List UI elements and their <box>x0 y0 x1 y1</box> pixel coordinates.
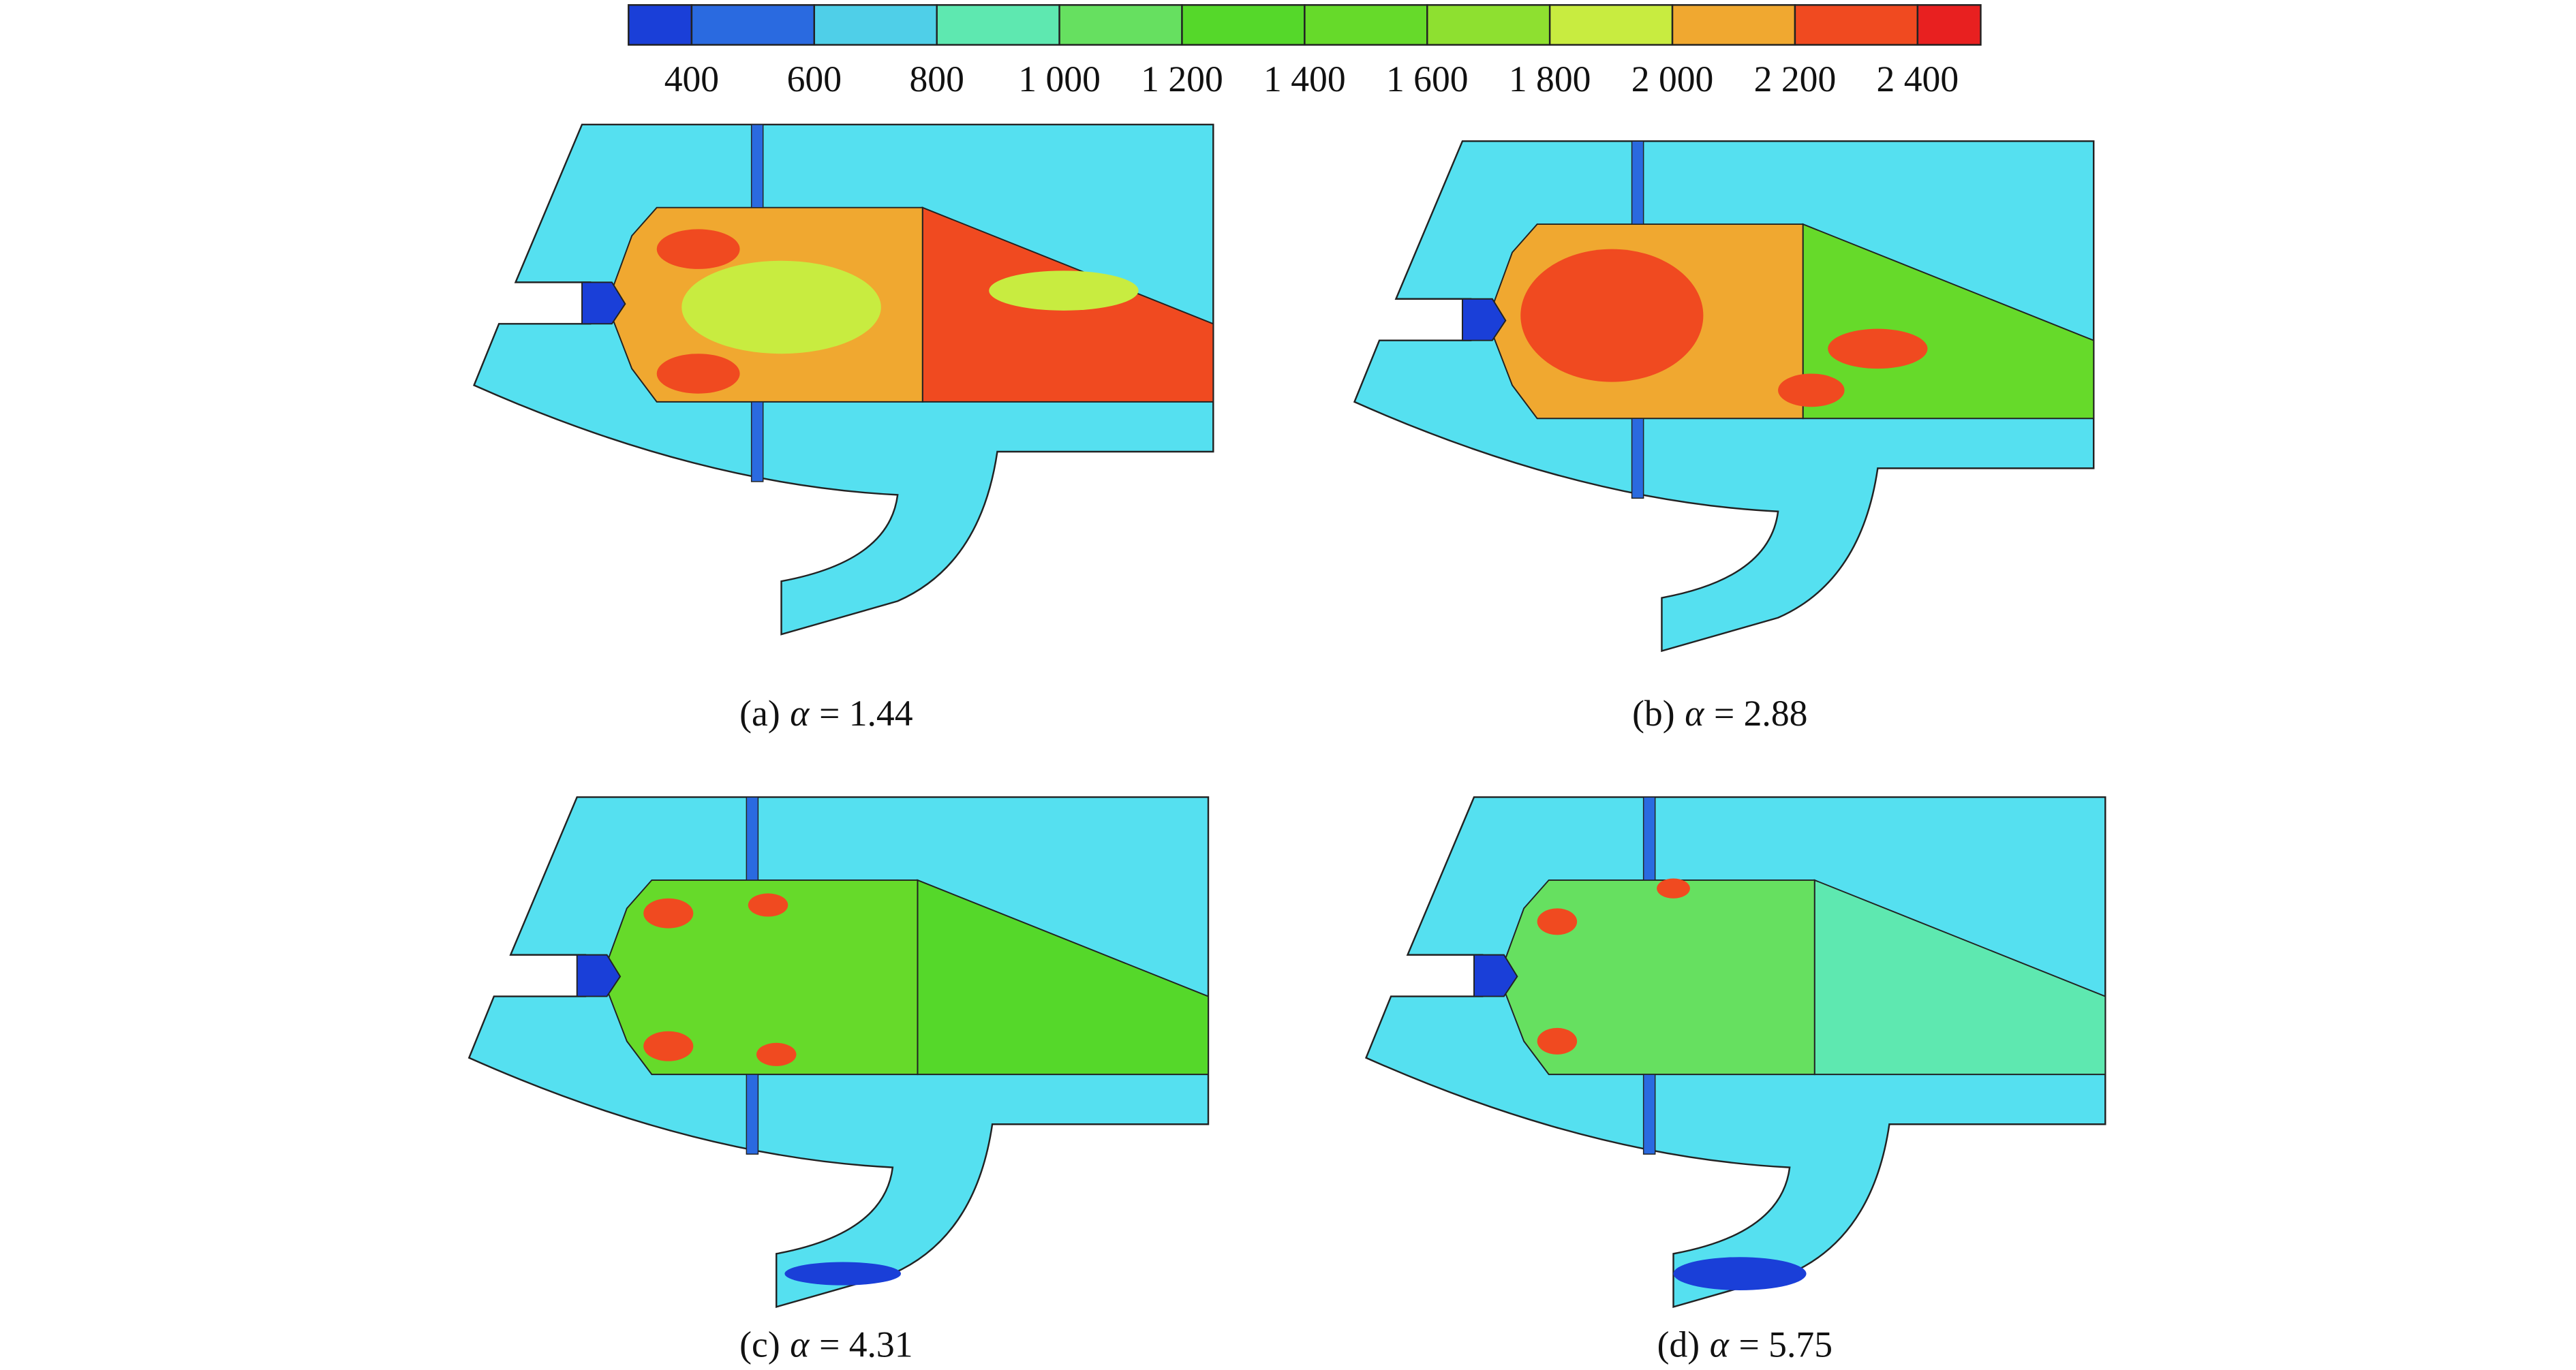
colorbar-label: 2 400 <box>1877 59 1959 99</box>
colorbar-segment <box>1548 4 1674 46</box>
injector <box>581 281 626 325</box>
colorbar-label: 1 400 <box>1263 59 1346 99</box>
contour-blob <box>748 893 788 917</box>
contour-panel <box>473 123 1214 636</box>
colorbar-segment <box>1671 4 1796 46</box>
colorbar-label: 400 <box>664 59 719 99</box>
colorbar-segment <box>936 4 1060 46</box>
panel-caption: (d) α = 5.75 <box>1657 1324 1833 1365</box>
contour-blob <box>1520 249 1704 382</box>
contour-blob <box>681 260 881 354</box>
colorbar-label: 1 200 <box>1141 59 1223 99</box>
strut <box>750 124 764 208</box>
colorbar-label: 1 000 <box>1018 59 1101 99</box>
colorbar-segment <box>1916 4 1982 46</box>
contour-blob <box>784 1262 902 1286</box>
caption-symbol: α <box>1685 693 1705 734</box>
contour-blob <box>1673 1257 1807 1290</box>
strut <box>750 401 764 482</box>
caption-value: = 5.75 <box>1739 1324 1833 1365</box>
caption-value: = 1.44 <box>819 693 913 734</box>
strut <box>1631 418 1644 499</box>
colorbar-segment <box>1794 4 1919 46</box>
strut <box>746 796 759 881</box>
caption-label: (a) <box>739 693 780 734</box>
caption-value: = 2.88 <box>1714 693 1807 734</box>
liner <box>1498 879 1815 1076</box>
strut <box>1631 140 1644 225</box>
contour-blob <box>656 229 740 269</box>
contour-panel <box>1364 796 2106 1308</box>
caption-label: (b) <box>1632 693 1675 734</box>
injector <box>1461 298 1507 341</box>
colorbar-segment <box>1426 4 1551 46</box>
strut <box>1642 796 1656 881</box>
strut <box>1642 1074 1656 1155</box>
caption-symbol: α <box>790 1324 810 1365</box>
panel-caption: (b) α = 2.88 <box>1632 693 1807 734</box>
colorbar-label: 1 600 <box>1386 59 1469 99</box>
contour-blob <box>643 1031 694 1061</box>
contour-blob <box>756 1042 797 1066</box>
contour-blob <box>643 898 694 929</box>
colorbar-label: 800 <box>909 59 964 99</box>
caption-label: (d) <box>1657 1324 1700 1365</box>
colorbar-segment <box>1304 4 1428 46</box>
caption-label: (c) <box>739 1324 780 1365</box>
panel-caption: (c) α = 4.31 <box>739 1324 913 1365</box>
colorbar-segment <box>813 4 938 46</box>
injector <box>1473 954 1518 997</box>
liner <box>601 879 919 1076</box>
colorbar-segment <box>628 4 693 46</box>
colorbar-label: 600 <box>787 59 842 99</box>
colorbar-segment <box>1181 4 1306 46</box>
colorbar-label: 2 200 <box>1754 59 1837 99</box>
contour-panel <box>467 796 1210 1308</box>
caption-value: = 4.31 <box>819 1324 913 1365</box>
contour-blob <box>1828 328 1928 369</box>
colorbar-segment <box>690 4 816 46</box>
colorbar-segment <box>1058 4 1183 46</box>
contour-blob <box>989 270 1139 311</box>
colorbar-label: 1 800 <box>1509 59 1591 99</box>
contour-blob <box>1537 1027 1578 1055</box>
injector <box>576 954 622 997</box>
colorbar-label: 2 000 <box>1631 59 1714 99</box>
contour-panel <box>1353 140 2095 653</box>
caption-symbol: α <box>790 693 810 734</box>
strut <box>746 1074 759 1155</box>
panel-caption: (a) α = 1.44 <box>739 693 913 734</box>
caption-symbol: α <box>1710 1324 1730 1365</box>
contour-blob <box>656 354 740 394</box>
contour-blob <box>1537 908 1578 935</box>
contour-blob <box>1778 373 1845 407</box>
contour-blob <box>1657 878 1690 899</box>
